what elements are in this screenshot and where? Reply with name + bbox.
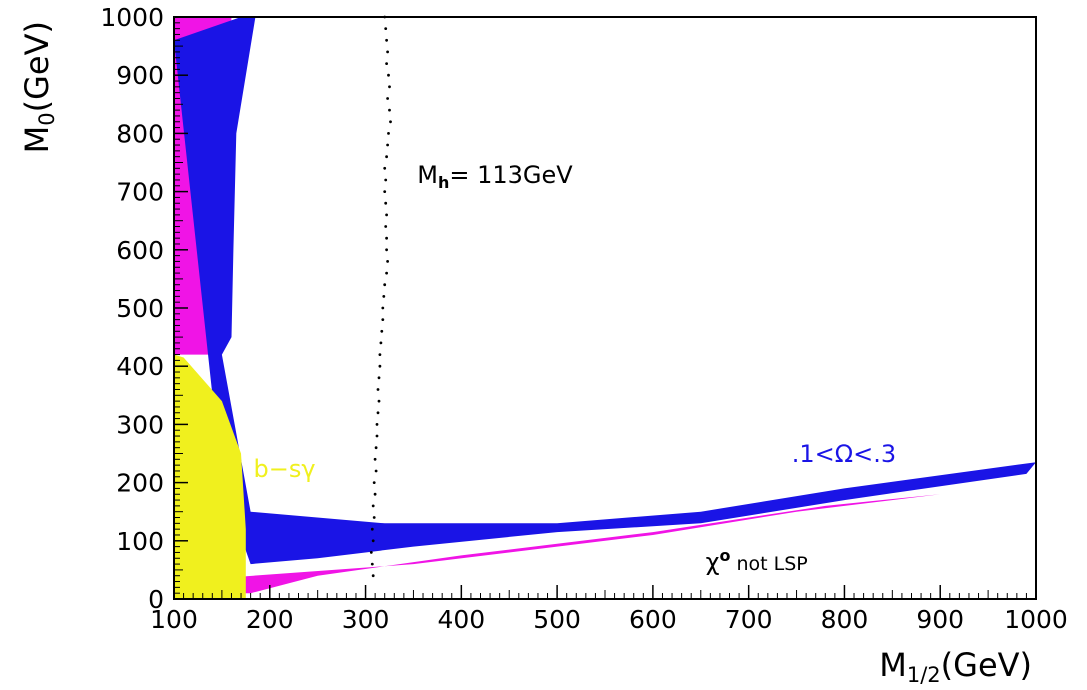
data-point-black-11 [386, 143, 389, 147]
data-point-black-20 [385, 248, 388, 252]
data-point-black-13 [383, 166, 387, 170]
data-point-black-40 [372, 481, 376, 484]
annotation-higgs-mass-rest: = 113GeV [449, 161, 573, 189]
data-point-black-15 [383, 190, 387, 194]
region-yellow-2 [174, 354, 246, 599]
y-tick-label: 100 [116, 527, 164, 556]
data-point-black-31 [377, 376, 381, 380]
data-point-black-29 [378, 353, 382, 356]
data-point-black-7 [386, 97, 389, 100]
data-point-black-23 [383, 283, 387, 287]
data-point-black-30 [378, 364, 382, 368]
data-point-black-24 [382, 295, 386, 298]
annotation-b-s-gamma: b−sγ [253, 455, 315, 483]
data-point-black-36 [375, 434, 379, 438]
y-tick-label: 700 [116, 178, 164, 207]
annotation-omega-range: .1<Ω<.3 [792, 440, 896, 468]
x-tick-label: 700 [725, 605, 773, 634]
data-point-black-9 [389, 120, 392, 124]
x-axis-title-main: M [879, 646, 907, 684]
data-point-black-27 [380, 329, 384, 333]
data-point-black-18 [384, 225, 388, 228]
data-point-black-28 [379, 341, 383, 345]
data-point-black-41 [373, 492, 377, 496]
data-point-black-35 [375, 423, 379, 426]
x-tick-label: 300 [342, 605, 390, 634]
x-tick-label: 200 [246, 605, 294, 634]
data-point-black-33 [377, 399, 381, 403]
data-point-black-17 [385, 213, 388, 217]
x-tick-label: 900 [916, 605, 964, 634]
data-point-black-43 [372, 516, 376, 519]
data-point-black-32 [376, 388, 380, 391]
x-tick-label: 100 [150, 605, 198, 634]
annotation-chi-main: χ [706, 548, 720, 576]
data-point-black-48 [371, 574, 375, 578]
data-point-black-16 [384, 201, 388, 205]
x-axis-title-sub: 1/2 [907, 663, 941, 687]
y-axis-ticks: 0 100 200 300 400 500 600 700 800 900 1000 [100, 3, 188, 614]
data-point-black-3 [386, 50, 389, 54]
data-point-black-21 [386, 260, 389, 263]
data-point-black-37 [374, 446, 378, 450]
data-point-black-6 [388, 85, 391, 89]
data-point-black-19 [385, 236, 388, 240]
data-point-black-42 [371, 504, 375, 508]
data-point-black-26 [381, 318, 385, 321]
data-point-black-12 [385, 155, 388, 159]
point-layer [369, 15, 392, 578]
data-point-black-39 [374, 469, 378, 473]
data-point-black-2 [385, 38, 388, 42]
y-tick-label: 300 [116, 410, 164, 439]
data-point-black-47 [370, 562, 374, 566]
annotation-higgs-mass-sub: h [438, 173, 449, 192]
annotation-chi-not-lsp: χo not LSP [706, 546, 808, 576]
y-tick-label: 600 [116, 236, 164, 265]
data-point-black-1 [384, 27, 388, 30]
y-axis-title-sub: 0 [35, 112, 59, 125]
x-axis-title-unit: (GeV) [941, 646, 1032, 684]
x-tick-label: 600 [629, 605, 677, 634]
data-point-black-25 [381, 306, 385, 310]
y-tick-label: 500 [116, 294, 164, 323]
y-tick-label: 200 [116, 469, 164, 498]
data-point-black-34 [376, 411, 380, 415]
x-tick-label: 800 [821, 605, 869, 634]
data-point-black-10 [387, 132, 390, 135]
annotation-higgs-mass-main: M [417, 161, 438, 189]
y-tick-label: 800 [116, 119, 164, 148]
y-axis-title-unit: (GeV) [18, 21, 56, 112]
annotation-chi-rest: not LSP [730, 553, 807, 575]
y-tick-label: 0 [148, 585, 164, 614]
y-tick-label: 900 [116, 61, 164, 90]
data-point-black-38 [373, 457, 377, 461]
y-tick-label: 400 [116, 352, 164, 381]
y-axis-title-main: M [18, 126, 56, 154]
x-axis-title: M1/2(GeV) [879, 646, 1032, 687]
region-layer [174, 17, 1036, 599]
x-tick-label: 500 [533, 605, 581, 634]
data-point-black-4 [385, 62, 388, 65]
annotation-higgs-mass: Mh= 113GeV [417, 161, 573, 192]
x-tick-label: 1000 [1004, 605, 1068, 634]
x-tick-label: 400 [437, 605, 485, 634]
data-point-black-44 [370, 527, 374, 531]
data-point-black-8 [388, 108, 391, 112]
plot-frame [173, 16, 1037, 600]
data-point-black-46 [369, 551, 373, 554]
data-point-black-5 [387, 73, 390, 77]
y-axis-title: M0(GeV) [18, 21, 59, 153]
region-magenta-0 [174, 17, 941, 594]
data-point-black-22 [385, 271, 388, 275]
y-tick-label: 1000 [100, 3, 164, 32]
annotation-chi-sup: o [719, 546, 730, 565]
data-point-black-45 [371, 539, 375, 543]
data-point-black-14 [384, 178, 388, 182]
x-axis-ticks: 100 200 300 400 500 600 700 800 900 1000 [150, 585, 1068, 634]
